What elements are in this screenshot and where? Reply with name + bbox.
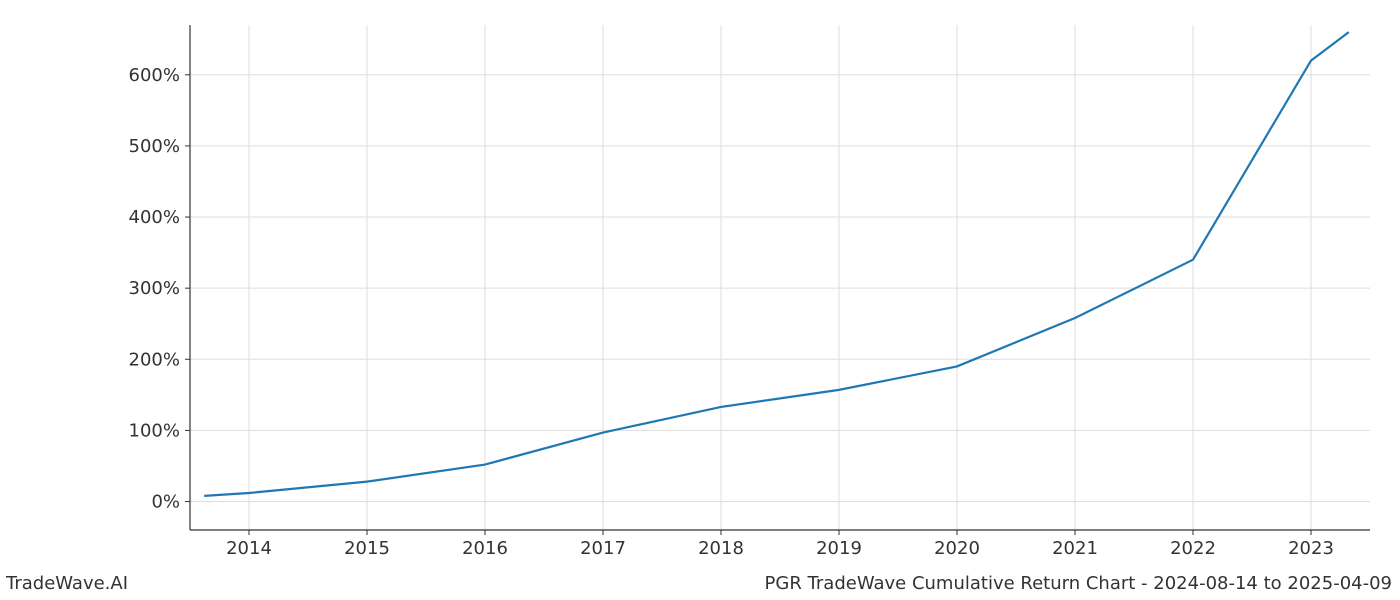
- y-tick-label: 100%: [129, 420, 180, 441]
- x-tick-label: 2019: [816, 538, 862, 559]
- y-tick-label: 500%: [129, 136, 180, 157]
- x-tick-label: 2015: [344, 538, 390, 559]
- footer-right-text: PGR TradeWave Cumulative Return Chart - …: [765, 573, 1392, 594]
- line-chart: 2014 2015 2016 2017 2018 2019 2020 2021 2022 2023…: [0, 0, 1400, 600]
- y-tick-label: 200%: [129, 349, 180, 370]
- chart-background: [0, 0, 1400, 600]
- chart-container: 2014 2015 2016 2017 2018 2019 2020 2021 2022 2023…: [0, 0, 1400, 600]
- x-tick-label: 2022: [1170, 538, 1216, 559]
- x-tick-label: 2023: [1288, 538, 1334, 559]
- footer-bar: TradeWave.AI PGR TradeWave Cumulative Re…: [0, 573, 1400, 594]
- x-tick-label: 2017: [580, 538, 626, 559]
- footer-left-text: TradeWave.AI: [6, 573, 128, 594]
- x-tick-label: 2018: [698, 538, 744, 559]
- x-tick-label: 2021: [1052, 538, 1098, 559]
- y-tick-label: 300%: [129, 278, 180, 299]
- x-tick-label: 2020: [934, 538, 980, 559]
- y-tick-label: 400%: [129, 207, 180, 228]
- y-tick-label: 0%: [151, 492, 180, 513]
- x-tick-label: 2014: [226, 538, 272, 559]
- x-tick-label: 2016: [462, 538, 508, 559]
- y-tick-label: 600%: [129, 65, 180, 86]
